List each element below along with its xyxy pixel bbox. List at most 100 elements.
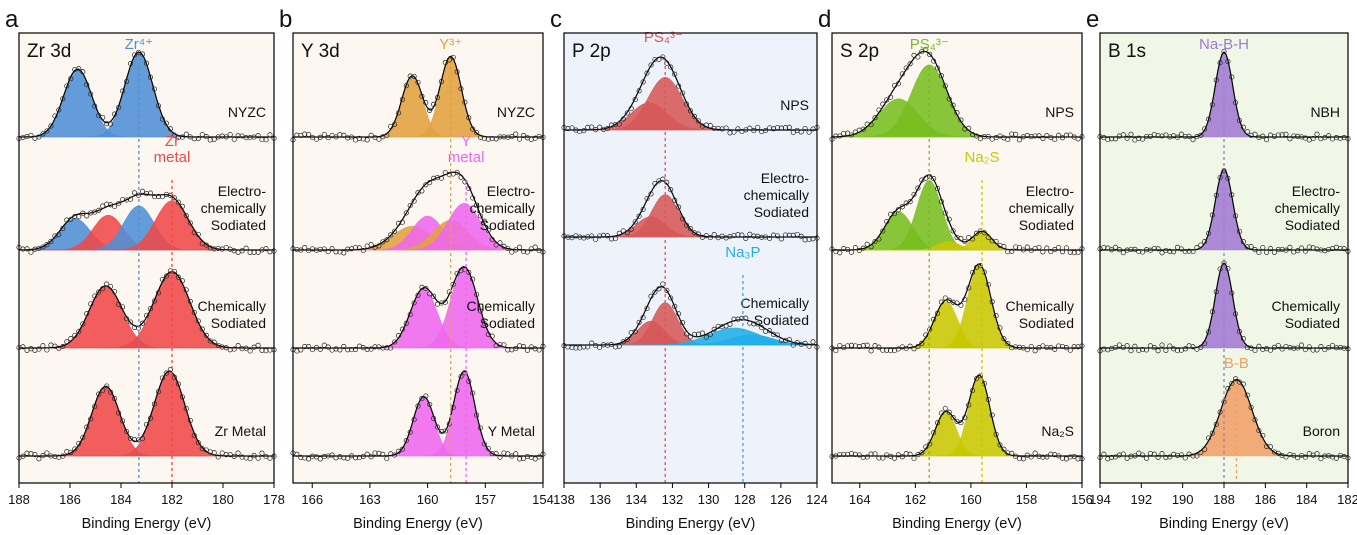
raw-data-point	[1067, 454, 1073, 460]
raw-data-point	[399, 326, 405, 332]
raw-data-point	[707, 235, 713, 241]
raw-data-point	[958, 302, 964, 308]
raw-data-point	[755, 321, 761, 327]
raw-data-point	[1302, 248, 1308, 254]
raw-data-point	[751, 321, 757, 327]
raw-data-point	[227, 131, 233, 138]
trace-label: Sodiated	[754, 204, 809, 220]
raw-data-point	[415, 403, 421, 409]
raw-data-point	[802, 340, 808, 346]
raw-data-point	[167, 366, 173, 373]
raw-data-point	[345, 347, 351, 353]
raw-data-point	[919, 48, 925, 55]
raw-data-point	[1244, 244, 1250, 250]
raw-data-point	[259, 347, 265, 353]
raw-data-point	[207, 245, 213, 251]
raw-data-point	[604, 233, 611, 239]
raw-data-point	[1147, 450, 1153, 456]
panel-title: P 2p	[572, 41, 611, 62]
raw-data-point	[1267, 444, 1274, 450]
panel-b: NYZCElectro-chemicallySodiatedChemically…	[279, 6, 554, 532]
raw-data-point	[1167, 454, 1173, 460]
raw-data-point	[64, 83, 70, 89]
raw-data-point	[423, 393, 429, 399]
x-tick-label: 194	[1089, 492, 1111, 507]
raw-data-point	[517, 244, 523, 250]
raw-data-point	[1225, 386, 1231, 392]
raw-data-point	[1048, 249, 1054, 255]
raw-data-point	[1036, 244, 1042, 250]
raw-data-point	[446, 57, 452, 63]
raw-data-point	[585, 124, 591, 130]
raw-data-point	[116, 410, 122, 416]
raw-data-point	[191, 136, 197, 142]
raw-data-point	[52, 113, 58, 119]
raw-data-point	[1009, 131, 1015, 137]
raw-data-point	[1182, 346, 1188, 352]
raw-data-point	[1163, 347, 1169, 353]
raw-data-point	[243, 245, 249, 251]
raw-data-point	[333, 249, 339, 255]
raw-data-point	[640, 79, 646, 85]
raw-data-point	[695, 231, 701, 237]
raw-data-point	[1159, 451, 1165, 457]
raw-data-point	[790, 342, 796, 348]
raw-data-point	[1159, 342, 1165, 348]
raw-data-point	[802, 237, 808, 243]
raw-data-point	[946, 96, 952, 102]
raw-data-point	[1071, 344, 1077, 350]
raw-data-point	[431, 175, 437, 181]
raw-data-point	[628, 106, 634, 112]
raw-data-point	[1202, 239, 1208, 245]
raw-data-point	[1059, 249, 1066, 255]
raw-data-point	[848, 342, 855, 348]
raw-data-point	[259, 450, 265, 456]
raw-data-point	[513, 131, 519, 137]
raw-data-point	[231, 346, 237, 352]
raw-data-point	[1209, 309, 1215, 315]
raw-data-point	[458, 174, 464, 180]
raw-data-point	[981, 230, 987, 236]
raw-data-point	[1205, 329, 1212, 335]
raw-data-point	[1140, 452, 1146, 458]
raw-data-point	[143, 421, 150, 427]
raw-data-point	[1233, 376, 1239, 382]
raw-data-point	[112, 396, 118, 402]
raw-data-point	[434, 424, 441, 430]
raw-data-point	[981, 381, 987, 387]
panel-background	[564, 33, 817, 483]
raw-data-point	[243, 135, 249, 141]
raw-data-point	[1341, 345, 1347, 351]
panel-frame	[563, 32, 818, 484]
trace-label: Zr Metal	[215, 423, 266, 439]
raw-data-point	[427, 401, 433, 407]
raw-data-point	[1310, 136, 1316, 142]
raw-data-point	[1101, 451, 1107, 457]
raw-data-point	[235, 450, 241, 456]
raw-data-point	[1163, 454, 1169, 460]
trace-label: NPS	[1045, 104, 1074, 120]
raw-data-point	[92, 293, 98, 299]
raw-data-point	[989, 299, 995, 305]
raw-data-point	[597, 344, 603, 351]
raw-data-point	[1005, 450, 1011, 456]
raw-data-point	[120, 88, 126, 94]
raw-data-point	[687, 108, 694, 114]
raw-data-point	[938, 410, 944, 416]
raw-data-point	[612, 236, 618, 242]
raw-data-point	[880, 101, 886, 107]
raw-data-point	[648, 62, 654, 68]
raw-data-point	[1063, 132, 1069, 138]
raw-data-point	[1155, 348, 1161, 354]
raw-data-point	[48, 453, 54, 459]
raw-data-point	[923, 46, 929, 53]
raw-data-point	[536, 133, 542, 140]
raw-data-point	[171, 195, 177, 201]
raw-data-point	[235, 133, 241, 139]
raw-data-point	[1205, 231, 1212, 237]
raw-data-point	[942, 405, 948, 411]
spectrum-trace: Y Metal	[290, 370, 546, 462]
raw-data-point	[372, 344, 378, 350]
raw-data-point	[759, 325, 765, 331]
raw-data-point	[302, 344, 308, 350]
